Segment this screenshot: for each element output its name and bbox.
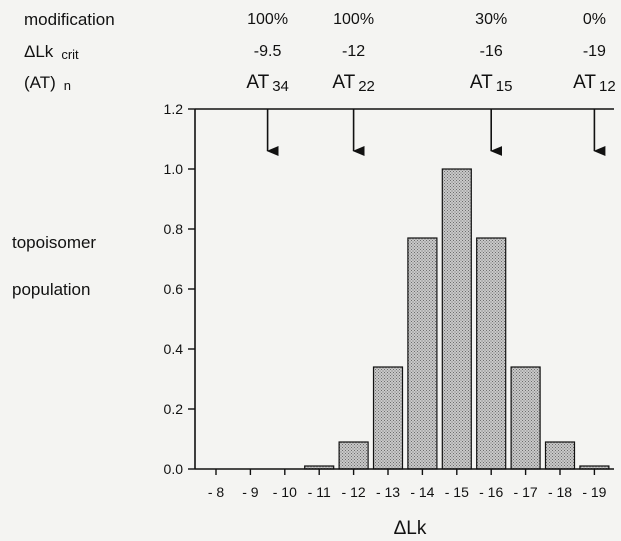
dlk-crit-value-1: -12	[342, 43, 366, 60]
at-construct-base-0: AT	[246, 72, 270, 93]
at-construct-base-2: AT	[469, 72, 493, 93]
x-tick-label-10: - 18	[548, 484, 572, 500]
x-tick-label-7: - 15	[445, 484, 469, 500]
bar-9	[510, 366, 541, 470]
modification-value-3: 0%	[582, 11, 606, 28]
y-tick-label-5: 1.0	[164, 161, 184, 177]
x-tick-label-2: - 10	[273, 484, 297, 500]
bar-4	[338, 441, 369, 470]
at-construct-base-1: AT	[332, 72, 356, 93]
x-tick-label-8: - 16	[479, 484, 503, 500]
x-tick-label-4: - 12	[342, 484, 366, 500]
y-tick-label-3: 0.6	[164, 281, 184, 297]
dlk-crit-label-main: ΔLk	[24, 42, 54, 61]
y-tick-label-0: 0.0	[164, 461, 184, 477]
y-tick-label-6: 1.2	[164, 101, 184, 117]
at-construct-label-1: AT 22	[332, 72, 375, 98]
dlk-crit-label: ΔLk crit	[24, 42, 79, 65]
x-tick-label-11: - 19	[582, 484, 606, 500]
at-construct-n-2: 15	[495, 78, 513, 95]
x-tick-label-5: - 13	[376, 484, 400, 500]
at-n-label-main: (AT)	[24, 73, 56, 92]
bar-6	[407, 237, 438, 470]
y-tick-label-2: 0.4	[164, 341, 184, 357]
at-construct-n-0: 34	[272, 78, 289, 95]
x-tick-label-9: - 17	[514, 484, 538, 500]
at-n-label-sub: n	[63, 78, 72, 93]
at-construct-label-0: AT 34	[246, 72, 289, 98]
x-tick-label-1: - 9	[242, 484, 259, 500]
bar-8	[476, 237, 507, 470]
y-tick-label-4: 0.8	[164, 221, 184, 237]
at-construct-base-3: AT	[573, 72, 596, 93]
modification-value-0: 100%	[247, 11, 289, 28]
bar-5	[372, 366, 404, 470]
at-construct-label-3: AT 12	[573, 72, 616, 98]
at-construct-n-3: 12	[598, 78, 616, 95]
at-construct-n-1: 22	[358, 78, 375, 95]
dlk-crit-value-0: -9.5	[253, 43, 282, 60]
y-axis-label-line1: topoisomer	[12, 233, 97, 252]
dlk-crit-label-sub: crit	[61, 47, 79, 62]
x-tick-label-0: - 8	[208, 484, 225, 500]
y-axis-label-line2: population	[12, 280, 91, 299]
dlk-crit-value-3: -19	[582, 43, 606, 60]
x-tick-label-6: - 14	[410, 484, 434, 500]
x-tick-label-3: - 11	[308, 484, 331, 500]
dlk-crit-value-2: -16	[479, 43, 503, 60]
x-axis-title: ΔLk	[394, 518, 427, 539]
bar-7	[441, 168, 472, 470]
y-tick-label-1: 0.2	[164, 401, 184, 417]
at-construct-label-2: AT 15	[470, 72, 513, 98]
modification-label: modification	[24, 10, 115, 29]
at-n-label: (AT) n	[24, 73, 71, 96]
bar-10	[544, 441, 576, 470]
modification-value-1: 100%	[333, 11, 375, 28]
modification-value-2: 30%	[475, 11, 508, 28]
